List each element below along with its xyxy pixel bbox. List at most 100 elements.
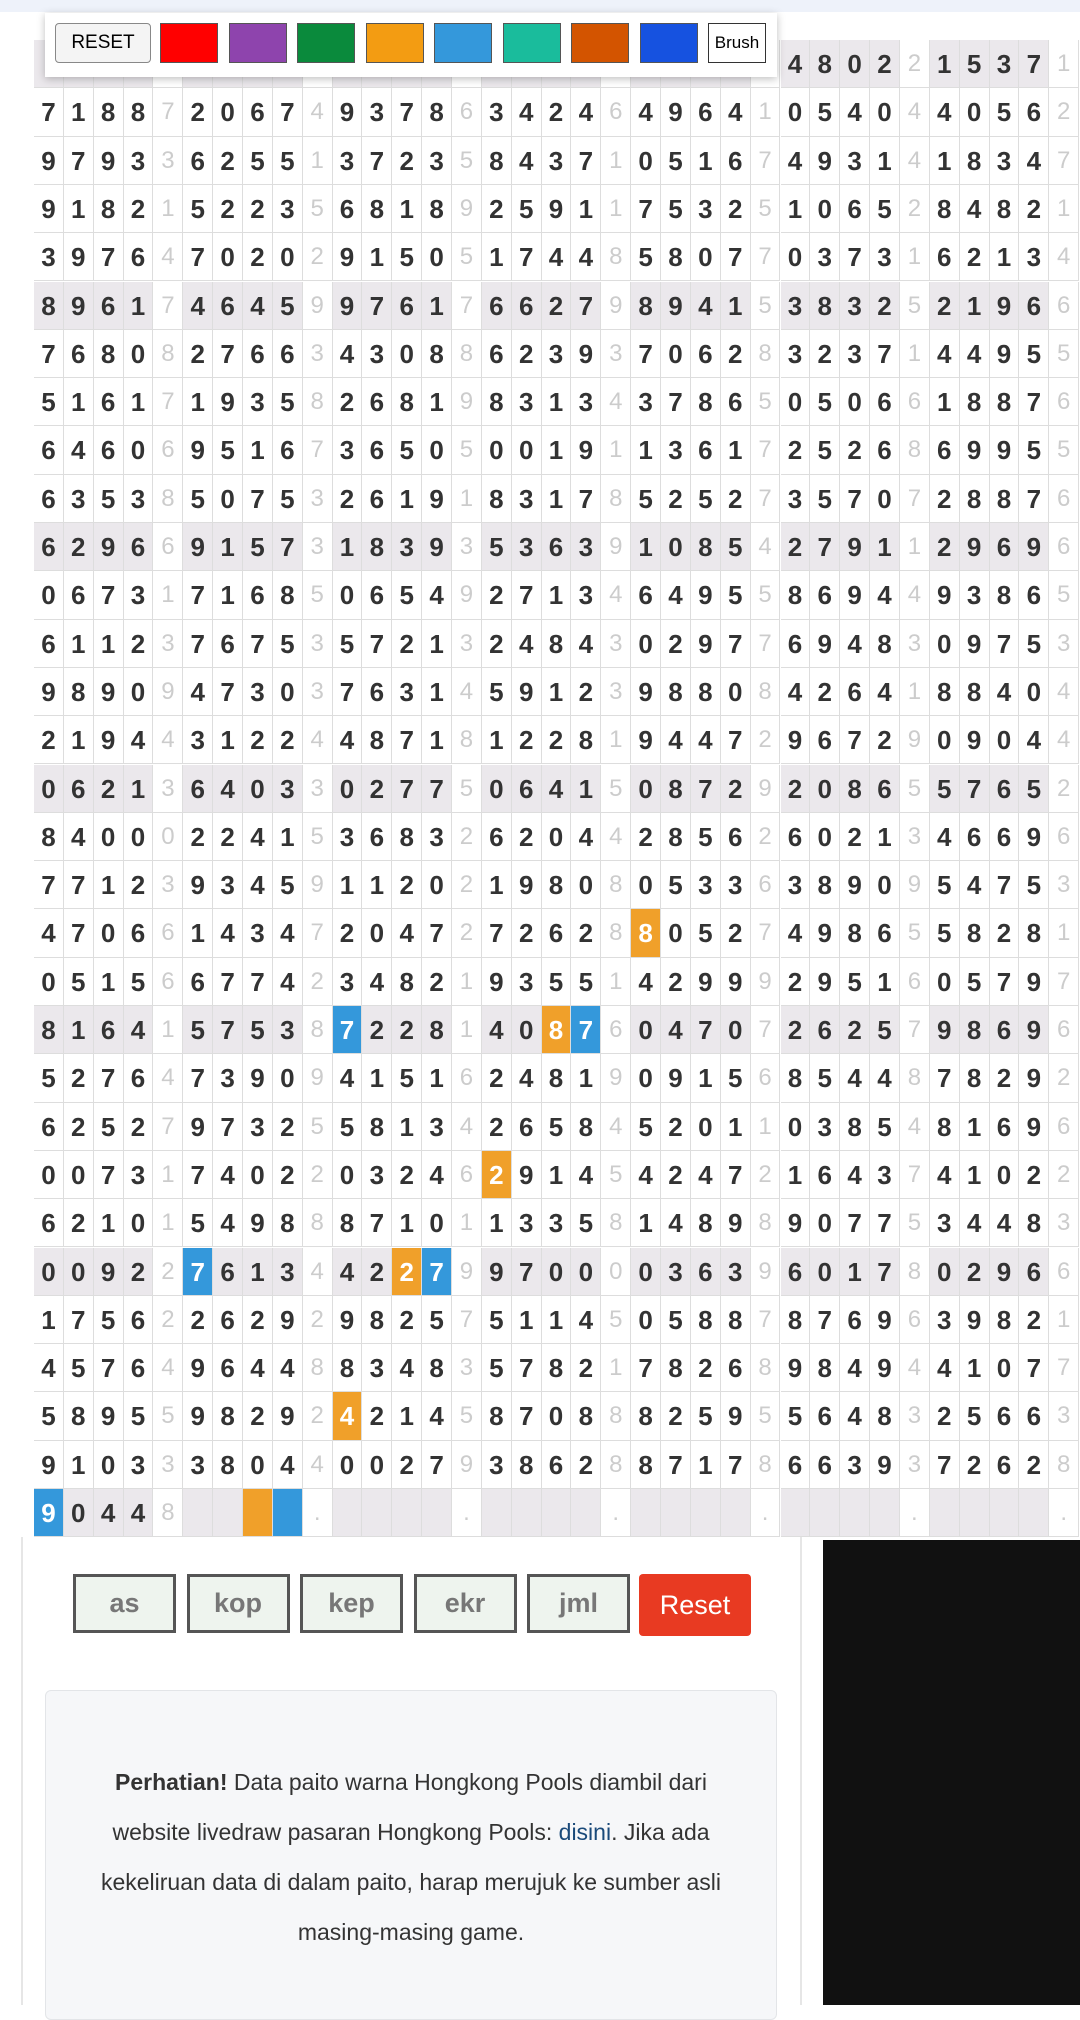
cell[interactable]: 9 — [63, 233, 94, 282]
cell[interactable]: 6 — [1049, 281, 1080, 330]
cell[interactable]: 6 — [153, 957, 184, 1006]
cell[interactable]: 3 — [362, 88, 393, 137]
cell[interactable]: 4 — [63, 812, 94, 862]
cell[interactable]: 1 — [153, 1006, 184, 1055]
cell[interactable]: 7 — [571, 474, 602, 523]
cell[interactable]: 6 — [541, 1440, 572, 1489]
cell[interactable]: 6 — [1049, 812, 1080, 862]
cell[interactable]: 4 — [661, 1199, 691, 1248]
cell[interactable]: 6 — [243, 329, 273, 379]
cell[interactable]: 7 — [243, 474, 273, 523]
cell[interactable]: 4 — [929, 1344, 960, 1393]
cell[interactable]: 5 — [183, 1199, 214, 1248]
cell[interactable]: 4 — [1049, 233, 1080, 282]
cell[interactable]: 8 — [1049, 1440, 1080, 1489]
cell[interactable]: 5 — [272, 281, 303, 330]
cell[interactable]: 1 — [959, 281, 990, 330]
cell[interactable]: 3 — [899, 1392, 930, 1441]
cell[interactable]: 6 — [183, 764, 214, 813]
cell[interactable]: 0 — [392, 329, 423, 379]
cell[interactable]: 6 — [870, 426, 900, 475]
cell[interactable]: 4 — [541, 764, 572, 813]
filter-input[interactable]: ekr — [413, 1574, 517, 1633]
cell[interactable]: 1 — [870, 957, 900, 1006]
cell[interactable]: 0 — [272, 1054, 303, 1103]
cell[interactable]: 8 — [959, 909, 990, 958]
cell[interactable]: 7 — [392, 716, 423, 765]
cell[interactable]: 1 — [571, 1054, 602, 1103]
cell[interactable]: 5 — [810, 378, 841, 427]
cell[interactable]: 7 — [1049, 1344, 1080, 1393]
cell[interactable]: 6 — [93, 426, 124, 475]
cell[interactable]: 4 — [571, 1150, 602, 1200]
cell[interactable]: 5 — [720, 1054, 751, 1103]
cell[interactable]: 1 — [780, 184, 811, 234]
cell[interactable]: 6 — [989, 1006, 1020, 1055]
cell[interactable]: 5 — [34, 1392, 64, 1441]
cell[interactable]: 6 — [34, 474, 64, 523]
cell[interactable]: 7 — [690, 764, 721, 813]
cell[interactable]: 8 — [780, 571, 811, 620]
cell[interactable]: 4 — [601, 1102, 632, 1151]
cell[interactable]: 2 — [362, 1006, 393, 1055]
cell[interactable]: 9 — [840, 523, 871, 572]
cell[interactable]: 6 — [481, 281, 512, 330]
cell[interactable]: 2 — [661, 1392, 691, 1441]
cell[interactable]: 8 — [929, 667, 960, 717]
cell[interactable]: 8 — [63, 1392, 94, 1441]
cell[interactable]: 8 — [989, 1295, 1020, 1345]
cell[interactable]: 5 — [870, 1006, 900, 1055]
cell[interactable]: 5 — [1049, 329, 1080, 379]
cell[interactable]: 2 — [780, 426, 811, 475]
cell[interactable]: 9 — [93, 1392, 124, 1441]
cell[interactable]: 3 — [123, 1440, 154, 1489]
cell[interactable]: 0 — [422, 861, 453, 910]
cell[interactable]: 8 — [422, 184, 453, 234]
cell[interactable]: 8 — [93, 88, 124, 137]
cell[interactable]: 6 — [601, 88, 632, 137]
cell[interactable]: 6 — [541, 909, 572, 958]
cell[interactable]: 6 — [720, 1344, 751, 1393]
cell[interactable]: 5 — [810, 1054, 841, 1103]
cell[interactable]: 9 — [422, 474, 453, 523]
cell[interactable]: 2 — [929, 1392, 960, 1441]
cell[interactable]: 8 — [959, 378, 990, 427]
cell[interactable]: 5 — [720, 571, 751, 620]
cell[interactable] — [929, 1489, 960, 1538]
cell[interactable]: 6 — [1049, 474, 1080, 523]
cell[interactable]: 9 — [959, 426, 990, 475]
cell[interactable]: 7 — [153, 378, 184, 427]
cell[interactable]: 8 — [959, 136, 990, 185]
cell[interactable]: 4 — [870, 571, 900, 620]
cell[interactable]: 6 — [452, 1054, 482, 1103]
cell[interactable]: 0 — [631, 1006, 662, 1055]
cell[interactable]: 9 — [332, 233, 363, 282]
cell[interactable] — [989, 1489, 1020, 1538]
cell[interactable]: 8 — [631, 281, 662, 330]
cell[interactable]: 7 — [840, 233, 871, 282]
cell[interactable]: 7 — [213, 957, 244, 1006]
cell[interactable]: 2 — [362, 1392, 393, 1441]
cell[interactable]: 3 — [63, 474, 94, 523]
cell[interactable]: 9 — [93, 523, 124, 572]
cell[interactable]: 9 — [601, 523, 632, 572]
cell[interactable]: 9 — [989, 1247, 1020, 1296]
cell[interactable]: 9 — [810, 619, 841, 668]
cell[interactable]: 0 — [34, 957, 64, 1006]
cell[interactable]: 4 — [1019, 136, 1050, 185]
cell[interactable]: 0 — [631, 764, 662, 813]
cell[interactable]: 7 — [1019, 40, 1050, 89]
cell[interactable]: 9 — [183, 1102, 214, 1151]
cell[interactable]: 6 — [780, 1440, 811, 1489]
cell[interactable]: 6 — [899, 1295, 930, 1345]
cell[interactable]: 8 — [452, 716, 482, 765]
cell[interactable]: 8 — [690, 667, 721, 717]
cell[interactable]: 6 — [213, 1295, 244, 1345]
cell[interactable]: 8 — [452, 329, 482, 379]
cell[interactable]: 2 — [392, 619, 423, 668]
cell[interactable]: 8 — [870, 619, 900, 668]
cell[interactable]: 3 — [332, 426, 363, 475]
cell[interactable]: 1 — [601, 426, 632, 475]
cell[interactable]: 3 — [720, 1247, 751, 1296]
cell[interactable]: 8 — [541, 861, 572, 910]
